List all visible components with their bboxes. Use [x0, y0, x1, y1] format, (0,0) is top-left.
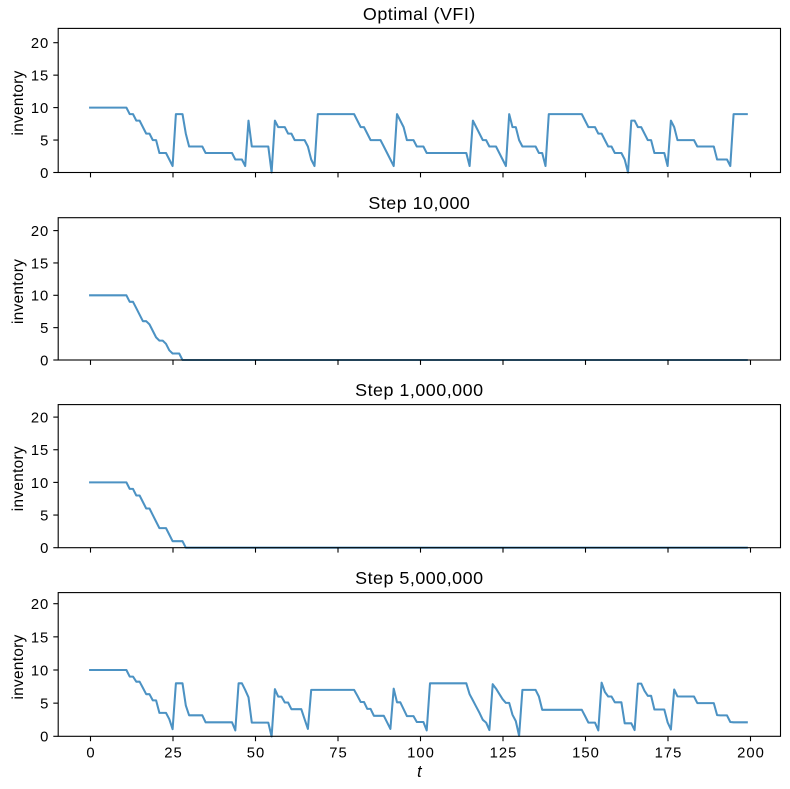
svg-text:20: 20	[31, 36, 49, 52]
svg-text:75: 75	[329, 745, 347, 761]
svg-text:inventory: inventory	[10, 70, 27, 135]
svg-text:25: 25	[164, 745, 182, 761]
svg-text:Step 10,000: Step 10,000	[368, 193, 470, 213]
svg-text:10: 10	[31, 476, 49, 492]
svg-text:20: 20	[31, 411, 49, 427]
svg-text:15: 15	[31, 69, 49, 85]
svg-text:0: 0	[40, 166, 49, 182]
svg-text:5: 5	[40, 697, 49, 713]
svg-text:15: 15	[31, 256, 49, 272]
svg-text:100: 100	[407, 745, 435, 761]
svg-text:15: 15	[31, 630, 49, 646]
svg-text:0: 0	[86, 745, 95, 761]
svg-text:0: 0	[40, 730, 49, 746]
svg-text:Optimal (VFI): Optimal (VFI)	[363, 4, 476, 24]
svg-text:5: 5	[40, 133, 49, 149]
svg-text:inventory: inventory	[10, 259, 27, 324]
svg-text:5: 5	[40, 321, 49, 337]
svg-text:5: 5	[40, 508, 49, 524]
svg-text:inventory: inventory	[10, 446, 27, 511]
svg-text:Step 5,000,000: Step 5,000,000	[355, 568, 483, 588]
svg-text:Step 1,000,000: Step 1,000,000	[355, 380, 483, 400]
svg-text:20: 20	[31, 224, 49, 240]
svg-text:175: 175	[655, 745, 683, 761]
svg-text:10: 10	[31, 289, 49, 305]
svg-text:10: 10	[31, 663, 49, 679]
svg-text:0: 0	[40, 541, 49, 557]
svg-text:50: 50	[247, 745, 265, 761]
svg-text:10: 10	[31, 101, 49, 117]
svg-text:15: 15	[31, 443, 49, 459]
svg-text:0: 0	[40, 353, 49, 369]
svg-text:inventory: inventory	[10, 634, 27, 699]
svg-text:t: t	[417, 763, 423, 781]
svg-text:150: 150	[572, 745, 600, 761]
svg-text:200: 200	[737, 745, 765, 761]
svg-text:20: 20	[31, 597, 49, 613]
svg-text:125: 125	[490, 745, 518, 761]
